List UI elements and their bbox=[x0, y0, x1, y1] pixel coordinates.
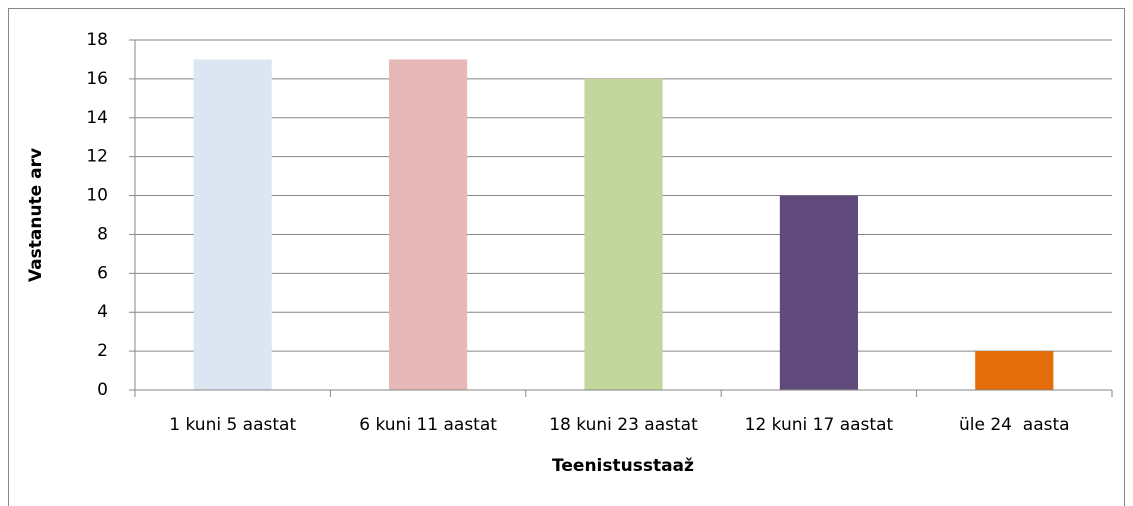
y-tick-label: 10 bbox=[86, 186, 108, 206]
x-axis-label: Teenistusstaaž bbox=[552, 456, 694, 476]
y-tick-label: 6 bbox=[97, 263, 108, 283]
bar bbox=[193, 59, 272, 390]
x-tick-label: 18 kuni 23 aastat bbox=[549, 415, 698, 435]
y-tick-label: 16 bbox=[86, 69, 108, 89]
bar bbox=[975, 351, 1054, 390]
x-tick-label: 6 kuni 11 aastat bbox=[359, 415, 497, 435]
y-tick-label: 14 bbox=[86, 108, 108, 128]
bar bbox=[779, 195, 858, 390]
y-tick-label: 18 bbox=[86, 30, 108, 50]
x-tick-label: 12 kuni 17 aastat bbox=[745, 415, 894, 435]
y-tick-label: 2 bbox=[97, 341, 108, 361]
y-tick-label: 4 bbox=[97, 302, 108, 322]
chart-border bbox=[8, 8, 1125, 506]
y-axis-label: Vastanute arv bbox=[26, 148, 46, 282]
y-tick-label: 12 bbox=[86, 147, 108, 167]
x-tick-label: 1 kuni 5 aastat bbox=[169, 415, 296, 435]
x-tick-label: üle 24 aasta bbox=[959, 415, 1070, 435]
bar bbox=[584, 78, 663, 390]
y-tick-label: 8 bbox=[97, 224, 108, 244]
y-tick-label: 0 bbox=[97, 380, 108, 400]
bar bbox=[389, 59, 468, 390]
